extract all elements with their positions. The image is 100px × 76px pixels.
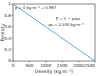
y-tick: [12, 26, 14, 27]
x-tick-label: 500: [25, 63, 33, 68]
x-tick-label: 0: [12, 63, 15, 68]
chart-root: 00.20.40.60.8105001000150020002500Densit…: [0, 0, 100, 76]
x-tick-label: 2000: [73, 63, 84, 68]
annotation: ρs = 2,500 kg·m⁻³: [48, 22, 84, 27]
y-tick: [12, 61, 14, 62]
page: {"chart_data": {"type": "line", "x_label…: [0, 0, 100, 76]
x-tick-label: 1500: [57, 63, 68, 68]
annotation: ξ = 1 − ρ/ρs: [56, 16, 80, 21]
y-tick: [12, 49, 14, 50]
y-tick: [12, 15, 14, 16]
y-tick: [12, 4, 14, 5]
chart: 00.20.40.60.8105001000150020002500Densit…: [0, 0, 100, 76]
y-axis-label: Porosity: [0, 23, 5, 41]
y-tick-label: 0.4: [4, 36, 11, 41]
y-tick-label: 0.8: [4, 13, 11, 18]
x-tick-label: 2500: [84, 63, 95, 68]
plot-area: [13, 4, 95, 61]
x-axis-label: Density (kg·m⁻³): [35, 69, 73, 74]
series-line: [13, 4, 95, 61]
x-tick-label: 1000: [40, 63, 51, 68]
y-tick-label: 0.2: [4, 47, 11, 52]
y-tick-label: 0.6: [4, 24, 11, 29]
annotation: ρ = 0 kg·m⁻³ ⇒ 0.997: [15, 5, 57, 10]
y-tick: [12, 38, 14, 39]
y-tick-label: 1: [8, 1, 11, 6]
plot-frame: [13, 4, 95, 61]
